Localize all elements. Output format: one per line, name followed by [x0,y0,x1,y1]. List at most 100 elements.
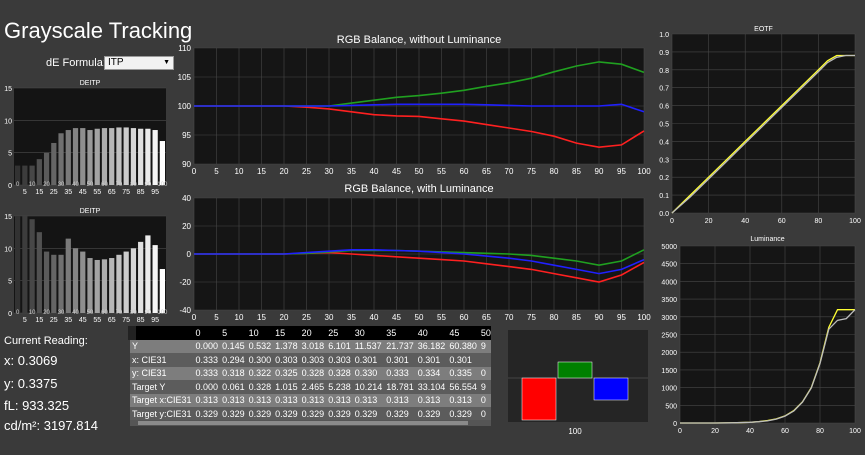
table-cell: 0.335 [447,366,479,380]
bar [101,259,108,313]
y-tick-label: 0.7 [659,86,669,93]
x-tick-label: 60 [460,167,469,176]
chart-title: RGB Balance, with Luminance [344,183,493,195]
table-cell: 0.313 [220,393,247,407]
bar [15,165,21,185]
row-label: Target x:CIE31 [130,393,194,407]
table-row: y: CIE31 0.333 0.318 0.322 0.325 0.328 0.328 0.… [130,366,491,380]
x-tick-label-secondary: 40 [72,310,79,316]
x-tick-label: 55 [437,167,446,176]
table-cell: 0.329 [447,407,479,421]
reading-x: x: 0.3069 [4,353,58,368]
x-tick-label: 75 [527,167,536,176]
table-cell: 5 [220,326,247,340]
y-tick-label: 3000 [661,315,677,322]
table-cell: 3.018 [299,339,327,353]
x-tick-label: 5 [23,317,27,324]
y-tick-label: 0.0 [659,211,669,218]
series-line [671,54,855,214]
bar [80,128,86,185]
chart-title: EOTF [754,26,773,33]
y-tick-label: 0 [673,421,677,428]
bar [36,159,42,185]
bar [87,130,93,185]
bar [138,128,144,185]
y-tick-label: 0 [187,250,192,259]
x-tick-label: 5 [214,167,219,176]
table-row: Y 0.000 0.145 0.532 1.378 3.018 6.101 11.537 21.… [130,339,491,353]
table-cell: 9 [478,380,491,394]
y-tick-label: 0 [8,311,12,318]
table-scrollbar[interactable] [130,420,491,426]
series-line [194,249,645,275]
x-tick-label: 45 [392,313,401,322]
table-cell: 40 [415,326,448,340]
table-cell: 50 [478,326,491,340]
x-tick-label: 30 [325,313,334,322]
bar [72,128,79,185]
y-tick-label: 0.6 [659,104,669,111]
x-tick-label: 65 [482,313,491,322]
table-cell: 0.145 [220,339,247,353]
x-tick-label: 20 [280,313,289,322]
x-tick-label: 40 [746,428,754,435]
x-tick-label: 80 [550,313,559,322]
row-label: Target y:CIE31 [130,407,194,421]
x-tick-label-secondary: 80 [130,310,137,316]
x-tick-label: 70 [505,167,514,176]
y-tick-label: -40 [179,306,191,315]
series-line [194,103,645,113]
x-tick-label: 75 [122,189,130,196]
bar [80,251,86,313]
bar [130,248,137,313]
series-line [671,54,855,214]
x-tick-label: 60 [778,218,786,225]
x-tick-label: 45 [79,189,87,196]
y-tick-label: 1.0 [659,32,669,39]
table-cell: 0.333 [384,366,416,380]
table-cell: 0.329 [384,407,416,421]
x-tick-label: 75 [122,317,130,324]
table-cell: 0.329 [246,407,274,421]
series-line [680,309,856,424]
chart-title: DEITP [80,80,101,87]
bar [36,232,42,313]
bar [123,127,129,185]
x-tick-label: 15 [35,317,43,324]
table-cell: 33.104 [415,380,448,394]
x-tick-label: 25 [302,167,311,176]
table-cell: 1.378 [273,339,300,353]
table-row: Target x:CIE31 0.313 0.313 0.313 0.313 0.313 0… [130,393,491,407]
y-tick-label: 4500 [661,262,677,269]
chart-title: RGB Balance, without Luminance [337,34,501,46]
table-cell: 0.325 [273,366,300,380]
table-cell: 0.329 [273,407,300,421]
scrollbar-thumb[interactable] [138,421,468,425]
table-cell: 10 [246,326,274,340]
x-tick-label: 100 [849,428,861,435]
x-tick-label: 90 [595,167,604,176]
de-formula-select[interactable]: ITP ▼ [104,56,174,70]
table-cell: 0.328 [299,366,327,380]
bar [22,165,28,185]
current-reading-heading: Current Reading: [4,335,88,347]
page-title: Grayscale Tracking [4,18,193,43]
rgb-balance-chart-no-lum: RGB Balance, without Luminance9095100105… [178,34,652,176]
y-tick-label: 0.9 [659,50,669,57]
bar [152,130,158,185]
bar [94,259,100,313]
table-cell: 0.333 [193,366,221,380]
x-tick-label: 35 [347,167,356,176]
table-cell: 0.301 [447,353,479,367]
table-cell: 2.465 [299,380,327,394]
table-cell: 0.301 [352,353,385,367]
y-tick-label: 5000 [661,244,677,251]
bar [94,128,100,185]
x-tick-label: 25 [50,189,58,196]
row-label: x: CIE31 [130,353,194,367]
x-tick-label: 55 [93,189,101,196]
y-tick-label: 15 [4,214,12,221]
bar [65,238,71,313]
table-cell: 0.328 [326,366,353,380]
row-label: y: CIE31 [130,366,194,380]
